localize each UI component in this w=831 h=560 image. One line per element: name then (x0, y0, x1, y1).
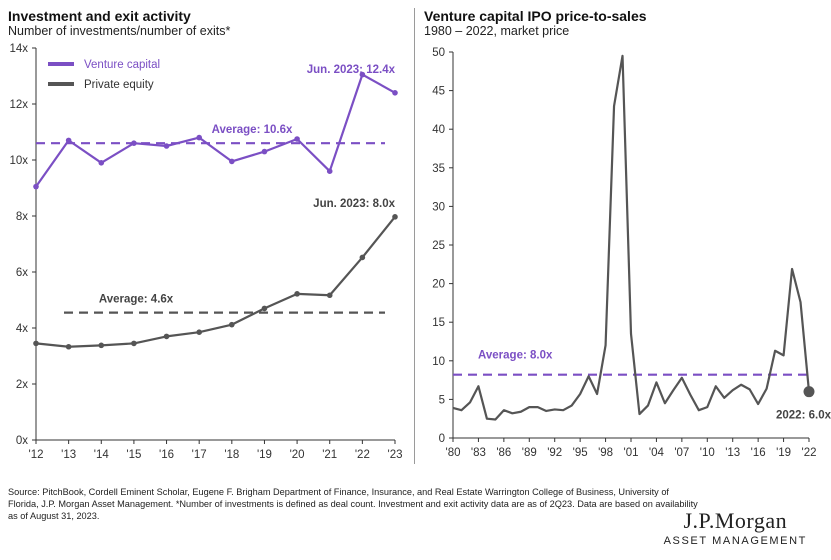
left-chart: 0x 2x 4x 6x 8x 10x 12x 14x '12 '13 '14 '15 '16 '17 '18… (9, 43, 403, 461)
vc-data-point (392, 90, 398, 96)
vc-data-point (163, 143, 170, 149)
legend-vc-label: Venture capital (84, 59, 160, 71)
x-tick-label: '13 (725, 447, 740, 459)
logo-wordmark: J.P.Morgan (683, 508, 788, 533)
vc-data-point (326, 168, 333, 174)
x-tick-label: '86 (496, 447, 511, 459)
vc-series-line (35, 73, 396, 188)
x-tick-label: '95 (573, 447, 588, 459)
x-tick-label: '12 (29, 449, 44, 461)
vc-data-point (131, 140, 137, 146)
y-tick-label: 5 (439, 394, 445, 406)
latest-annotation: 2022: 6.0x (776, 410, 831, 422)
legend-pe-label: Private equity (84, 79, 154, 91)
pe-data-point (196, 329, 202, 336)
x-tick-label: '10 (700, 447, 715, 459)
vc-data-point (261, 148, 268, 155)
x-tick-label: '80 (446, 447, 461, 459)
vc-data-point (65, 137, 72, 144)
vc-data-point (294, 136, 300, 142)
jpmorgan-logo: J.P.Morgan ASSET MANAGEMENT (664, 508, 807, 547)
pe-latest-annotation: Jun. 2023: 8.0x (313, 198, 395, 210)
y-tick-label: 20 (432, 279, 445, 291)
left-chart-subtitle: Number of investments/number of exits* (8, 24, 231, 38)
pe-data-point (131, 340, 137, 347)
right-chart-title: Venture capital IPO price-to-sales (424, 8, 647, 24)
panel-divider (414, 8, 415, 464)
source-note: Source: PitchBook, Cordell Eminent Schol… (8, 487, 698, 521)
x-tick-label: '21 (322, 449, 337, 461)
y-tick-label: 30 (432, 201, 445, 213)
pe-data-point (33, 340, 39, 347)
y-tick-label: 12x (9, 99, 28, 111)
y-tick-label: 4x (16, 323, 28, 335)
pe-average-label: Average: 4.6x (99, 294, 174, 306)
vc-latest-annotation: Jun. 2023: 12.4x (307, 64, 396, 76)
pe-data-point (392, 214, 398, 220)
vc-data-point (229, 158, 235, 165)
y-tick-label: 0x (16, 435, 28, 447)
pe-data-point (98, 342, 105, 349)
x-tick-label: '16 (751, 447, 766, 459)
right-chart-subtitle: 1980 – 2022, market price (424, 24, 570, 38)
pe-data-point (294, 291, 300, 297)
y-tick-label: 25 (432, 240, 445, 252)
price-to-sales-line (452, 54, 811, 421)
vc-data-point (98, 160, 105, 166)
x-tick-label: '92 (547, 447, 562, 459)
y-tick-label: 35 (432, 163, 445, 175)
pe-series-line (35, 216, 396, 348)
x-tick-label: '22 (802, 447, 817, 459)
x-tick-label: '01 (624, 447, 639, 459)
x-tick-label: '83 (471, 447, 486, 459)
x-tick-label: '17 (192, 449, 207, 461)
x-tick-label: '13 (61, 449, 76, 461)
y-tick-label: 6x (16, 267, 28, 279)
y-tick-label: 45 (432, 86, 445, 98)
y-tick-label: 10x (9, 155, 28, 167)
x-tick-label: '04 (649, 447, 665, 459)
vc-average-label: Average: 10.6x (212, 124, 293, 136)
x-tick-label: '14 (94, 449, 110, 461)
x-tick-label: '15 (126, 449, 141, 461)
y-tick-label: 8x (16, 211, 28, 223)
y-tick-label: 14x (9, 43, 28, 55)
vc-data-point (33, 183, 39, 190)
x-tick-label: '19 (257, 449, 272, 461)
pe-data-point (229, 321, 235, 328)
latest-data-point (803, 386, 815, 398)
x-tick-label: '07 (674, 447, 689, 459)
y-tick-label: 2x (16, 379, 28, 391)
pe-data-point (65, 343, 72, 350)
x-tick-label: '22 (355, 449, 370, 461)
pe-data-point (326, 292, 333, 299)
y-tick-label: 40 (432, 124, 445, 136)
x-tick-label: '18 (224, 449, 239, 461)
x-tick-label: '98 (598, 447, 613, 459)
y-tick-label: 15 (432, 317, 445, 329)
y-tick-label: 10 (432, 356, 445, 368)
pe-data-point (163, 333, 170, 340)
vc-data-point (196, 134, 202, 141)
vc-data-point (359, 71, 366, 78)
pe-data-point (359, 254, 366, 261)
pe-data-point (261, 305, 268, 312)
x-tick-label: '23 (388, 449, 403, 461)
x-tick-label: '20 (290, 449, 305, 461)
average-label: Average: 8.0x (478, 350, 553, 362)
y-tick-label: 50 (432, 47, 445, 59)
left-chart-title: Investment and exit activity (8, 8, 191, 24)
y-tick-label: 0 (439, 433, 445, 445)
x-tick-label: '89 (522, 447, 537, 459)
x-tick-label: '19 (776, 447, 791, 459)
x-tick-label: '16 (159, 449, 174, 461)
logo-subtitle: ASSET MANAGEMENT (663, 535, 807, 547)
right-chart: 0 5 10 15 20 25 30 35 40 45 50 '80 '83 '86 '89 '92 '95 '9… (432, 47, 831, 459)
